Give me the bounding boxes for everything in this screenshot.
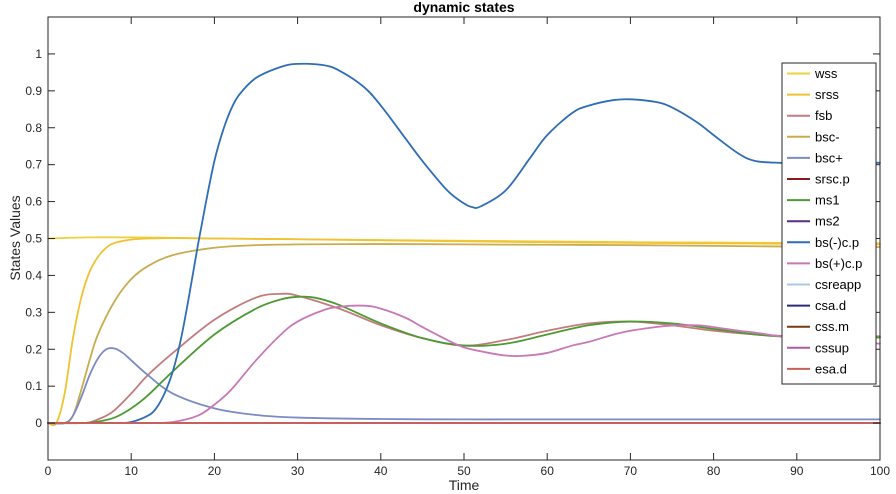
x-tick-label: 40 <box>374 464 388 478</box>
series-line-bsc <box>47 347 881 425</box>
legend-label: css.m <box>815 319 849 334</box>
x-tick-label: 80 <box>707 464 721 478</box>
legend: wss srss fsb bsc-bsc+ srsc.p ms1 ms2 bs(-)c.p bs… <box>781 62 877 385</box>
legend-label: csa.d <box>815 298 846 313</box>
series-layer <box>47 62 881 427</box>
x-axis-title: Time <box>449 477 480 493</box>
series-line-fsb <box>47 292 881 425</box>
y-tick-label: 0.5 <box>25 232 42 246</box>
x-tick-label: 100 <box>870 464 890 478</box>
y-tick-label: 0.6 <box>25 195 42 209</box>
y-tick-label: 0.1 <box>25 379 42 393</box>
series-line-srss <box>47 237 881 427</box>
series-line-bsc <box>47 243 881 425</box>
x-tick-label: 0 <box>45 464 52 478</box>
y-tick-label: 0.2 <box>25 342 42 356</box>
chart-title: dynamic states <box>413 0 514 15</box>
y-tick-label: 0.8 <box>25 121 42 135</box>
y-axis-title: States Values <box>7 195 23 280</box>
y-tick-label: 0 <box>35 416 42 430</box>
x-axis: 0 10 20 30 40 50 60 70 80 90 100 <box>45 17 890 478</box>
series-line-ms1 <box>47 295 881 425</box>
legend-label: cssup <box>815 340 849 355</box>
legend-label: esa.d <box>815 361 847 376</box>
y-tick-label: 1 <box>35 47 42 61</box>
x-tick-label: 60 <box>541 464 555 478</box>
legend-label: fsb <box>815 108 832 123</box>
legend-label: bs(+)c.p <box>815 256 862 271</box>
legend-label: bsc- <box>815 129 840 144</box>
legend-label: ms1 <box>815 193 840 208</box>
y-tick-label: 0.9 <box>25 84 42 98</box>
legend-label: srss <box>815 87 839 102</box>
series-line-bs-c-p <box>47 62 881 425</box>
x-tick-label: 50 <box>457 464 471 478</box>
series-line-bs-c-p <box>47 304 881 425</box>
legend-label: csreapp <box>815 277 861 292</box>
x-tick-label: 90 <box>790 464 804 478</box>
x-tick-label: 30 <box>291 464 305 478</box>
legend-label: srsc.p <box>815 172 850 187</box>
y-tick-label: 0.3 <box>25 305 42 319</box>
x-tick-label: 70 <box>624 464 638 478</box>
legend-label: wss <box>814 66 838 81</box>
x-tick-label: 20 <box>208 464 222 478</box>
legend-label: bsc+ <box>815 150 843 165</box>
legend-label: ms2 <box>815 214 840 229</box>
y-tick-label: 0.7 <box>25 158 42 172</box>
y-tick-label: 0.4 <box>25 268 42 282</box>
legend-label: bs(-)c.p <box>815 235 859 250</box>
y-axis: 0 0.1 0.2 0.3 0.4 0.5 0.6 0.7 0.8 0.9 1 <box>25 47 880 430</box>
x-tick-label: 10 <box>125 464 139 478</box>
